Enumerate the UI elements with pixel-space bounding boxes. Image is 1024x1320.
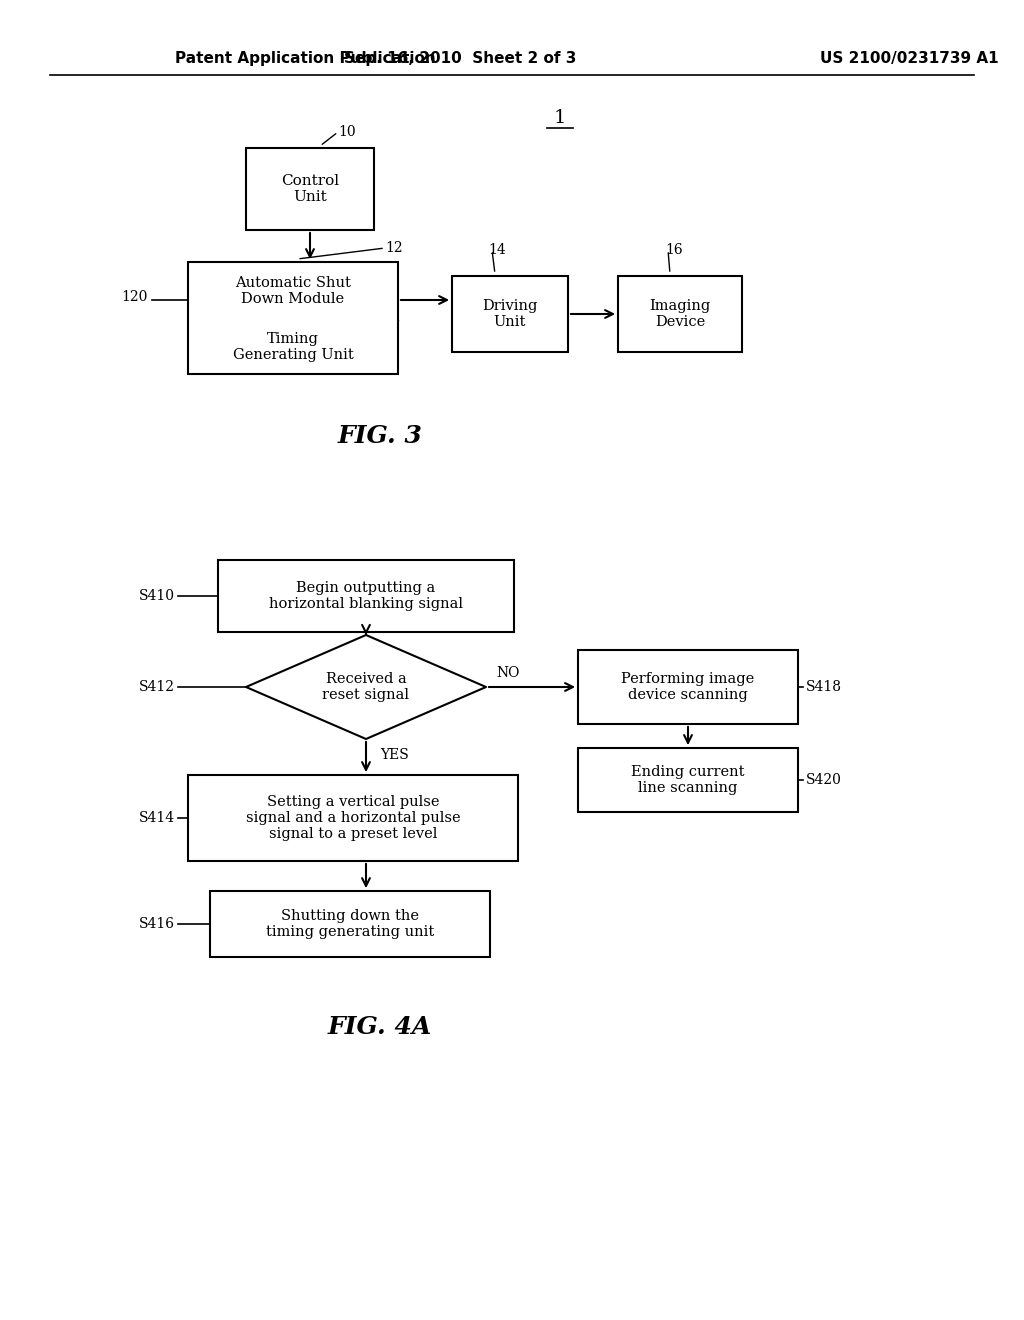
Text: S414: S414 xyxy=(139,810,175,825)
Text: Shutting down the
timing generating unit: Shutting down the timing generating unit xyxy=(266,909,434,939)
Bar xyxy=(578,649,798,723)
Text: Automatic Shut
Down Module: Automatic Shut Down Module xyxy=(236,276,351,306)
Text: FIG. 4A: FIG. 4A xyxy=(328,1015,432,1039)
Bar xyxy=(210,891,490,957)
Text: S412: S412 xyxy=(139,680,175,694)
Bar xyxy=(452,276,568,352)
Text: Imaging
Device: Imaging Device xyxy=(649,298,711,329)
Text: S418: S418 xyxy=(806,680,842,694)
Text: US 2100/0231739 A1: US 2100/0231739 A1 xyxy=(820,50,998,66)
Text: 120: 120 xyxy=(122,290,148,304)
Polygon shape xyxy=(246,635,486,739)
Text: YES: YES xyxy=(380,748,409,762)
Text: S420: S420 xyxy=(806,774,842,787)
Text: FIG. 3: FIG. 3 xyxy=(338,424,423,447)
Text: Timing
Generating Unit: Timing Generating Unit xyxy=(232,331,353,362)
Bar xyxy=(188,261,398,374)
Text: Driving
Unit: Driving Unit xyxy=(482,298,538,329)
Text: Setting a vertical pulse
signal and a horizontal pulse
signal to a preset level: Setting a vertical pulse signal and a ho… xyxy=(246,795,461,841)
Text: NO: NO xyxy=(496,667,519,680)
Text: 16: 16 xyxy=(665,243,683,257)
Text: 12: 12 xyxy=(385,242,402,255)
Text: 1: 1 xyxy=(554,110,566,127)
Text: Sep. 16, 2010  Sheet 2 of 3: Sep. 16, 2010 Sheet 2 of 3 xyxy=(344,50,577,66)
Text: Performing image
device scanning: Performing image device scanning xyxy=(622,672,755,702)
Text: Ending current
line scanning: Ending current line scanning xyxy=(631,764,744,795)
Bar xyxy=(618,276,742,352)
Text: Control
Unit: Control Unit xyxy=(281,174,339,205)
Text: Begin outputting a
horizontal blanking signal: Begin outputting a horizontal blanking s… xyxy=(269,581,463,611)
Text: 14: 14 xyxy=(488,243,506,257)
Bar xyxy=(578,748,798,812)
Text: Received a
reset signal: Received a reset signal xyxy=(323,672,410,702)
Bar xyxy=(246,148,374,230)
Text: S410: S410 xyxy=(139,589,175,603)
Text: 10: 10 xyxy=(338,125,355,139)
Bar xyxy=(188,775,518,861)
Bar xyxy=(218,560,514,632)
Text: Patent Application Publication: Patent Application Publication xyxy=(175,50,436,66)
Text: S416: S416 xyxy=(139,917,175,931)
